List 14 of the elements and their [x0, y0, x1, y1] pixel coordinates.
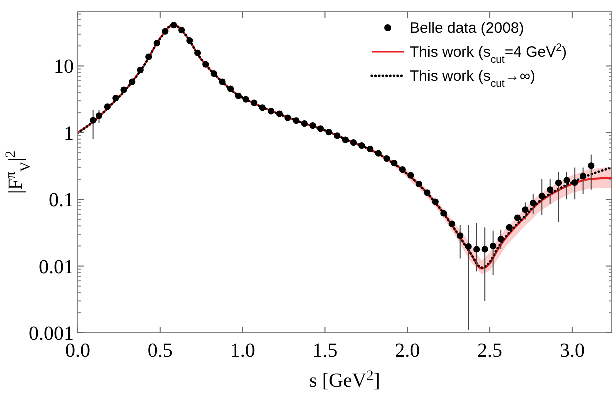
- x-tick-label: 2.5: [478, 340, 503, 362]
- x-tick-label: 1.5: [312, 340, 338, 362]
- y-tick-label: 10: [54, 56, 74, 78]
- legend-label: Belle data (2008): [410, 20, 524, 37]
- x-tick-label: 2.0: [395, 340, 420, 362]
- x-tick-label: 0.5: [148, 340, 173, 362]
- y-tick-label: 1: [64, 122, 74, 145]
- legend-label: This work (s$_{cut}$→∞): [410, 68, 536, 90]
- x-tick-label: 1.0: [230, 340, 256, 362]
- y-tick-label: 0.1: [49, 190, 74, 212]
- x-axis-title: s [GeV$^{2}$]: [310, 368, 380, 392]
- legend-label: This work (s$_{cut}$=4 GeV$^{2}$): [410, 42, 567, 66]
- y-tick-label: 0.01: [39, 256, 74, 278]
- x-tick-label: 3.0: [560, 340, 585, 362]
